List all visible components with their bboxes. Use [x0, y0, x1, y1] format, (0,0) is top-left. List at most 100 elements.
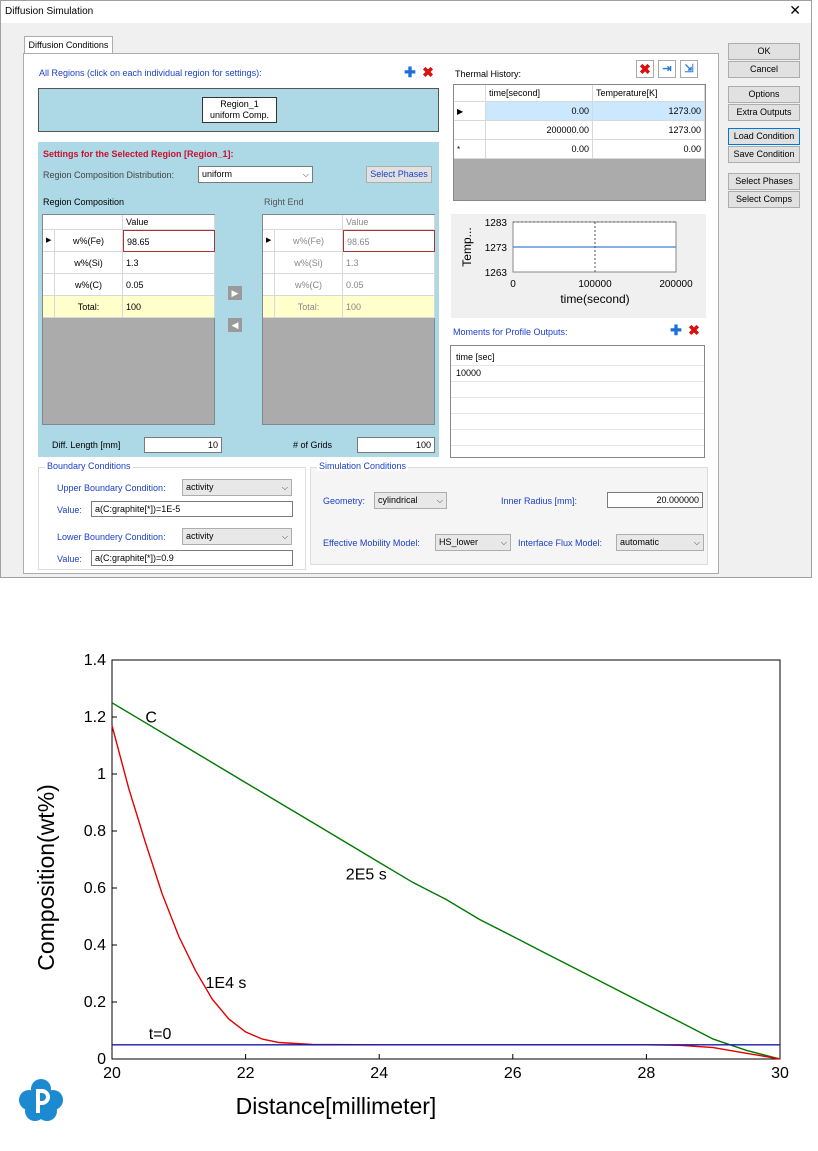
- simulation-conditions-group: Simulation Conditions Geometry: cylindri…: [310, 461, 708, 565]
- delete-row-icon[interactable]: ✖: [636, 60, 654, 78]
- y-tick-label: 0.2: [84, 994, 106, 1011]
- geometry-select[interactable]: cylindrical ⌵: [374, 492, 447, 509]
- lower-value-label: Value:: [57, 554, 82, 564]
- diff-length-label: Diff. Length [mm]: [52, 440, 121, 450]
- tab-diffusion-conditions[interactable]: Diffusion Conditions: [24, 36, 113, 54]
- list-item[interactable]: [451, 414, 704, 430]
- x-tick-label: 20: [103, 1065, 121, 1082]
- region-composition-label: Region Composition: [43, 197, 125, 207]
- select-phases-region-button[interactable]: Select Phases: [366, 166, 432, 183]
- upper-value-input[interactable]: a(C:graphite[*])=1E-5: [91, 501, 293, 517]
- grids-label: # of Grids: [293, 440, 333, 450]
- add-region-icon[interactable]: ✚: [404, 64, 416, 80]
- flux-select[interactable]: automatic ⌵: [616, 534, 704, 551]
- mini-xtick: 100000: [578, 279, 612, 290]
- list-item[interactable]: [451, 398, 704, 414]
- import-icon[interactable]: ⇲: [680, 60, 698, 78]
- lower-boundary-type: activity: [186, 531, 214, 541]
- save-condition-button[interactable]: Save Condition: [728, 146, 800, 163]
- copy-left-arrow-icon[interactable]: ◀: [228, 318, 242, 332]
- mobility-value: HS_lower: [439, 537, 479, 547]
- extra-outputs-button[interactable]: Extra Outputs: [728, 104, 800, 121]
- mini-ytick: 1263: [485, 268, 508, 279]
- load-condition-button[interactable]: Load Condition: [728, 128, 800, 145]
- component-value[interactable]: 0.05: [123, 274, 215, 296]
- thermal-mini-chart-svg: 1283 1273 1263 0 100000 200000 time(seco…: [460, 218, 693, 306]
- chevron-down-icon: ⌵: [302, 170, 309, 179]
- component-value[interactable]: 98.65: [343, 230, 435, 252]
- component-name: w%(Fe): [55, 230, 123, 252]
- mobility-select[interactable]: HS_lower ⌵: [435, 534, 511, 551]
- annotation-label: 2E5 s: [346, 866, 387, 883]
- component-value[interactable]: 98.65: [123, 230, 215, 252]
- flux-value: automatic: [620, 537, 660, 547]
- logo-icon: [19, 1079, 63, 1121]
- lower-boundary-select[interactable]: activity ⌵: [182, 528, 292, 545]
- lower-value-input[interactable]: a(C:graphite[*])=0.9: [91, 550, 293, 566]
- copy-right-arrow-icon[interactable]: ▶: [228, 286, 242, 300]
- annotation-label: C: [145, 710, 157, 727]
- series-line-2: [111, 725, 781, 1060]
- list-item[interactable]: [451, 382, 704, 398]
- component-value[interactable]: 1.3: [123, 252, 215, 274]
- insert-row-icon[interactable]: ⇥: [658, 60, 676, 78]
- diff-length-input[interactable]: 10: [144, 437, 222, 453]
- cancel-button[interactable]: Cancel: [728, 61, 800, 78]
- list-item[interactable]: [451, 430, 704, 446]
- grids-input[interactable]: 100: [357, 437, 435, 453]
- chevron-down-icon: ⌵: [500, 538, 507, 547]
- delete-moment-icon[interactable]: ✖: [688, 322, 700, 338]
- list-item[interactable]: time [sec]: [451, 350, 704, 366]
- component-name: Total:: [55, 296, 123, 318]
- row-marker: [263, 252, 275, 274]
- annotation-label: 1E4 s: [206, 975, 247, 992]
- regions-strip: Region_1 uniform Comp.: [38, 88, 439, 132]
- mini-ylabel: Temp...: [460, 227, 474, 266]
- time-cell[interactable]: 200000.00: [486, 121, 593, 140]
- close-icon[interactable]: ✕: [789, 3, 801, 19]
- component-value[interactable]: 0.05: [343, 274, 435, 296]
- upper-boundary-select[interactable]: activity ⌵: [182, 479, 292, 496]
- component-value[interactable]: 1.3: [343, 252, 435, 274]
- region-settings-panel: Settings for the Selected Region [Region…: [38, 142, 439, 457]
- row-marker: [43, 296, 55, 318]
- select-phases-button[interactable]: Select Phases: [728, 173, 800, 190]
- component-name: Total:: [275, 296, 343, 318]
- chevron-down-icon: ⌵: [693, 538, 700, 547]
- moments-label: Moments for Profile Outputs:: [453, 327, 568, 337]
- row-marker: [43, 252, 55, 274]
- thermal-mini-chart: 1283 1273 1263 0 100000 200000 time(seco…: [451, 214, 706, 318]
- time-cell[interactable]: 0.00: [486, 140, 593, 159]
- temperature-cell[interactable]: 0.00: [593, 140, 705, 159]
- time-cell[interactable]: 0.00: [486, 102, 593, 121]
- component-value: 100: [343, 296, 435, 318]
- options-button[interactable]: Options: [728, 86, 800, 103]
- region-1-box[interactable]: Region_1 uniform Comp.: [202, 97, 277, 123]
- simulation-caption: Simulation Conditions: [317, 461, 409, 471]
- select-comps-button[interactable]: Select Comps: [728, 191, 800, 208]
- diffusion-simulation-window: Diffusion Simulation ✕ Diffusion Conditi…: [0, 0, 812, 578]
- geometry-value: cylindrical: [378, 495, 418, 505]
- mini-xtick: 0: [510, 279, 516, 290]
- title-bar: Diffusion Simulation ✕: [1, 1, 811, 23]
- chevron-down-icon: ⌵: [281, 483, 288, 492]
- thermal-history-label: Thermal History:: [455, 69, 522, 79]
- inner-radius-input[interactable]: 20.000000: [607, 492, 703, 508]
- temperature-cell[interactable]: 1273.00: [593, 102, 705, 121]
- row-marker: [454, 121, 486, 140]
- composition-profile-chart: 20 22 24 26 28 30 0 0.2 0.4 0.6 0.8 1 1.2 1.4 Distance…: [33, 652, 789, 1119]
- distribution-label: Region Composition Distribution:: [43, 170, 175, 180]
- pandat-logo: [16, 1075, 66, 1125]
- list-item[interactable]: 10000: [451, 366, 704, 382]
- add-moment-icon[interactable]: ✚: [670, 322, 682, 338]
- right-end-grid: Value ▶ w%(Fe) 98.65 w%(Si) 1.3 w%(C) 0.05 Tota…: [262, 214, 435, 425]
- distribution-value: uniform: [202, 169, 233, 179]
- geometry-label: Geometry:: [323, 496, 366, 506]
- ok-button[interactable]: OK: [728, 43, 800, 60]
- row-marker: [43, 274, 55, 296]
- delete-region-icon[interactable]: ✖: [422, 64, 434, 80]
- row-marker: ▶: [263, 230, 275, 252]
- mini-ytick: 1283: [485, 218, 508, 229]
- temperature-cell[interactable]: 1273.00: [593, 121, 705, 140]
- distribution-select[interactable]: uniform ⌵: [198, 166, 313, 183]
